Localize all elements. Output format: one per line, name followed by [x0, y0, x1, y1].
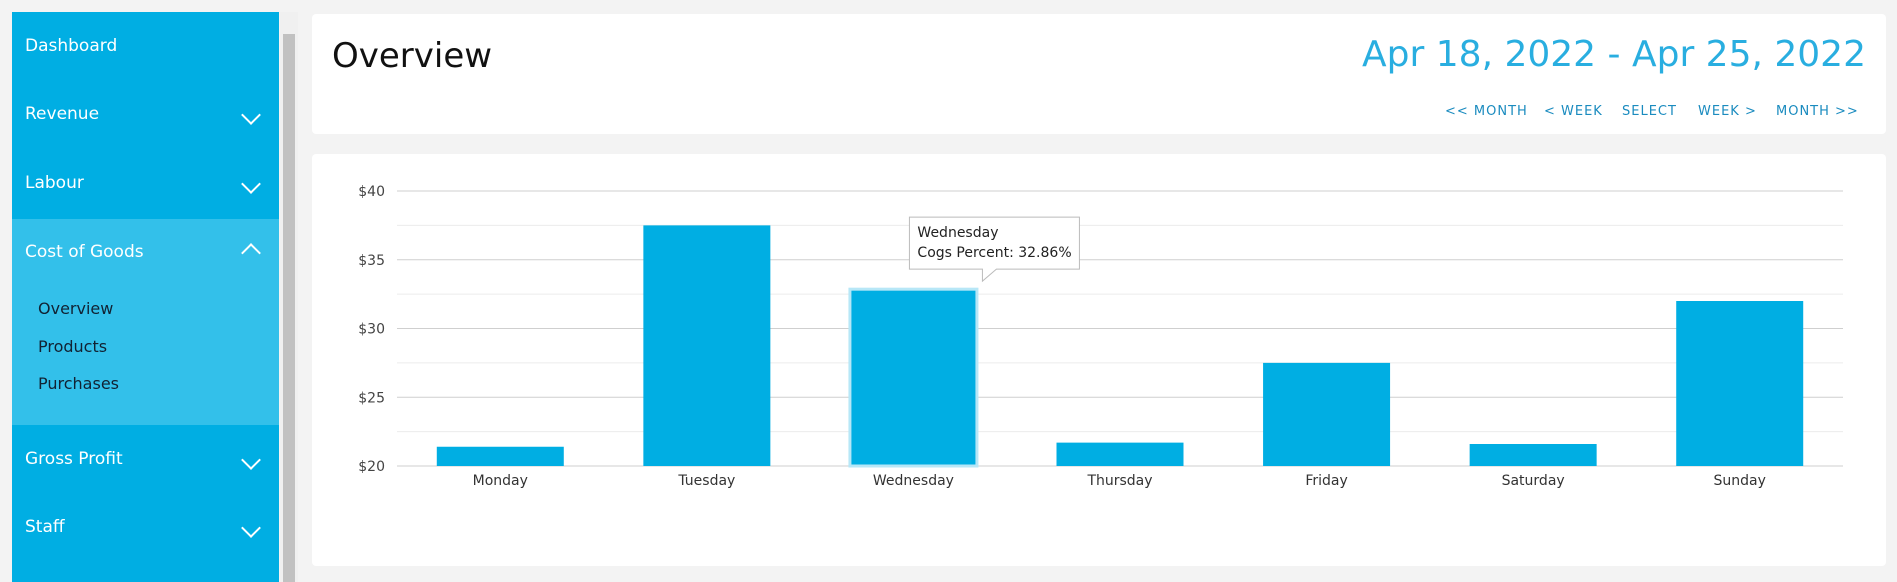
bar — [1676, 301, 1804, 466]
nav-item[interactable]: Dashboard — [25, 36, 118, 56]
sub-item[interactable]: Products — [38, 337, 108, 356]
tooltip-box — [908, 216, 1080, 283]
y-tick-label: $35 — [358, 253, 385, 269]
x-tick-label: Wednesday — [873, 473, 954, 489]
x-tick-label: Friday — [1305, 473, 1347, 489]
nav-button[interactable]: << MONTH — [1445, 104, 1528, 119]
chevron — [241, 518, 261, 538]
x-tick-label: Tuesday — [677, 473, 735, 489]
scroll-thumb[interactable] — [283, 34, 295, 582]
y-tick-label: $30 — [358, 322, 385, 338]
bar — [643, 225, 771, 466]
bar — [1056, 442, 1184, 466]
scrollbar[interactable] — [280, 12, 298, 582]
sub-item[interactable]: Overview — [38, 299, 114, 318]
y-tick-label: $25 — [358, 390, 385, 406]
nav-button[interactable]: < WEEK — [1544, 104, 1603, 119]
sub-item[interactable]: Purchases — [38, 374, 119, 393]
y-tick-label: $20 — [358, 459, 385, 475]
bar — [848, 287, 979, 468]
x-tick-label: Monday — [473, 473, 528, 489]
bar — [1469, 444, 1597, 466]
nav-item[interactable]: Gross Profit — [25, 449, 123, 469]
header-card: Overview Apr 18, 2022 - Apr 25, 2022 << … — [312, 14, 1886, 134]
date-range: Apr 18, 2022 - Apr 25, 2022 — [1362, 34, 1866, 75]
chart-card: $20 $25 $30 $35 $40 Monday Tuesday Wednesday Thu… — [312, 154, 1886, 566]
nav-item[interactable]: Revenue — [25, 104, 100, 124]
nav-item[interactable]: Cost of Goods — [25, 242, 144, 262]
nav-button[interactable]: MONTH >> — [1776, 104, 1859, 119]
chevron — [241, 174, 261, 194]
x-tick-label: Thursday — [1086, 473, 1152, 489]
bar — [436, 446, 564, 466]
x-tick-label: Sunday — [1714, 473, 1766, 489]
sidebar: Dashboard Revenue Labour Cost of Goods O… — [12, 12, 279, 582]
y-tick-label: $40 — [358, 184, 385, 200]
chevron — [241, 105, 261, 125]
nav-item[interactable]: Staff — [25, 517, 65, 537]
chart: $20 $25 $30 $35 $40 Monday Tuesday Wednesday Thu… — [358, 184, 1843, 489]
tooltip-text: Cogs Percent: 32.86% — [917, 245, 1071, 261]
active-section — [12, 219, 279, 425]
nav-item[interactable]: Labour — [25, 173, 84, 193]
chevron — [241, 450, 261, 470]
bar — [1263, 362, 1391, 466]
page-title: Overview — [332, 36, 493, 76]
nav-button[interactable]: WEEK > — [1698, 104, 1757, 119]
nav-button[interactable]: SELECT — [1622, 104, 1677, 119]
tooltip-title: Wednesday — [917, 225, 998, 241]
x-tick-label: Saturday — [1502, 473, 1565, 489]
